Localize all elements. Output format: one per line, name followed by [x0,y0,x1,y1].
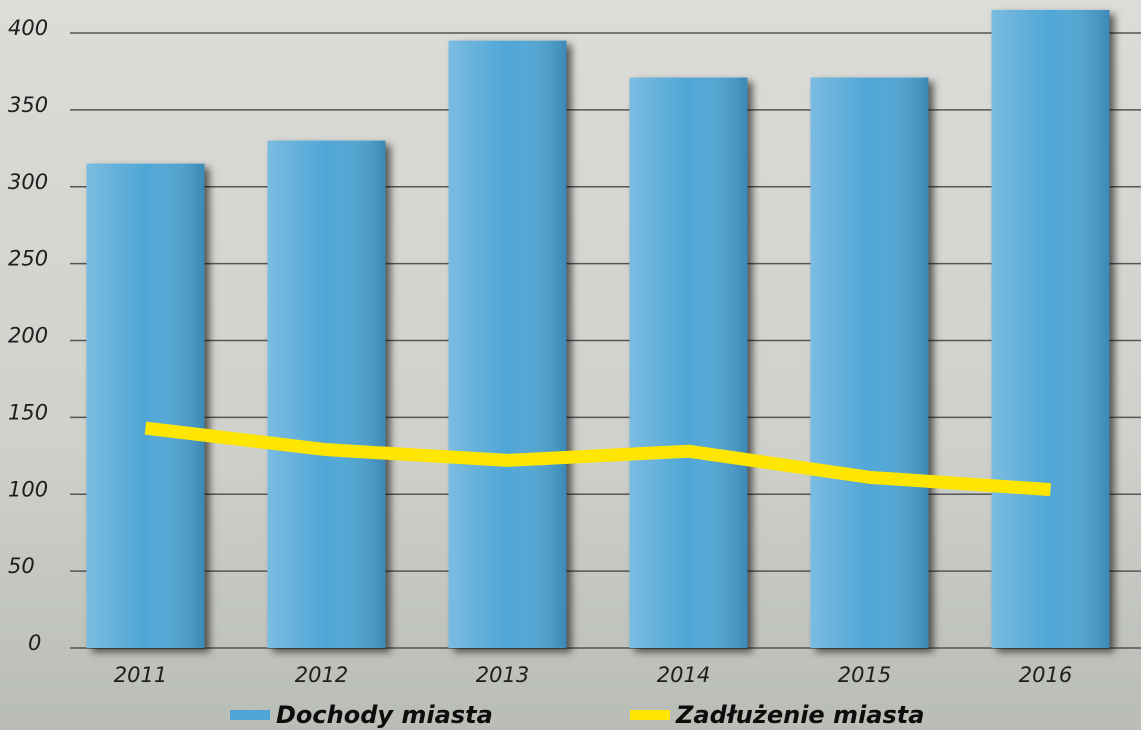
legend-swatch [630,710,670,720]
y-tick-label: 250 [8,247,48,271]
bar-shine [992,10,1110,648]
bar-shine [449,41,567,648]
bar-shine [87,164,205,648]
bar-shine [630,78,748,648]
x-tick-label: 2015 [838,663,891,687]
y-tick-label: 350 [8,93,48,117]
x-tick-label: 2014 [657,663,710,687]
legend-label: Dochody miasta [276,701,493,729]
chart: 0 50 100 150 200 250 300 350 400 2011 2012 2013 2014… [0,0,1141,730]
y-tick-label: 400 [8,16,48,40]
x-tick-label: 2012 [295,663,348,687]
y-tick-label: 50 [8,554,35,578]
legend-swatch [230,710,270,720]
x-tick-label: 2011 [114,663,167,687]
legend-label: Zadłużenie miasta [675,701,924,729]
bar-shine [268,141,386,648]
x-tick-label: 2016 [1019,663,1072,687]
bar-shine [811,78,929,648]
y-tick-label: 100 [8,477,48,501]
x-tick-label: 2013 [476,663,529,687]
y-tick-label: 0 [28,631,41,655]
y-tick-label: 150 [8,400,48,424]
y-tick-label: 300 [8,170,48,194]
y-tick-label: 200 [8,324,48,348]
